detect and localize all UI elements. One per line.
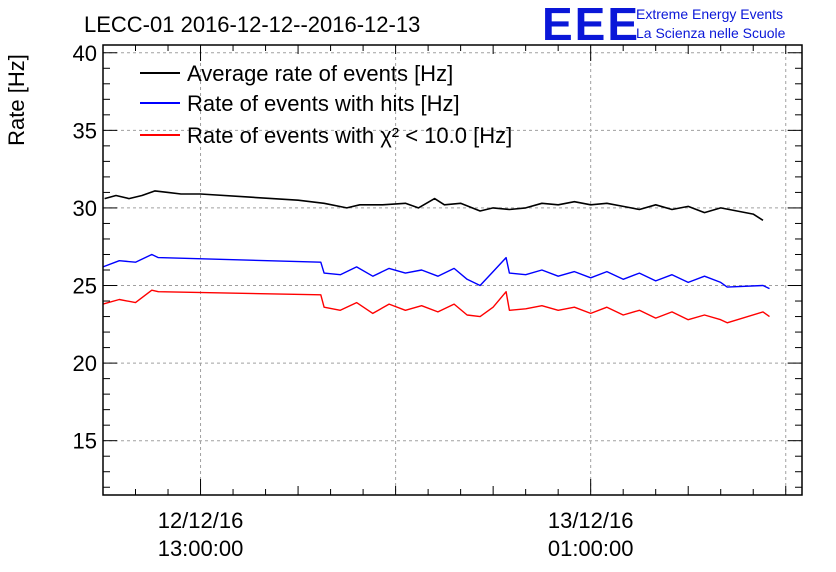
series-line-0 [104,190,764,221]
y-tick-label: 20 [73,351,97,376]
brand-line-2: La Scienza nelle Scuole [636,25,786,41]
x-tick-label-time: 13:00:00 [158,536,244,561]
legend-entry-chi2: Rate of events with χ² < 10.0 [Hz] [187,123,512,148]
series-line-1 [102,253,770,290]
tick-marks [102,45,802,495]
legend-entry-average: Average rate of events [Hz] [187,61,453,86]
y-axis-label: Rate [Hz] [4,54,29,146]
legend-entry-hits: Rate of events with hits [Hz] [187,91,460,116]
x-tick-label-time: 01:00:00 [548,536,634,561]
y-tick-label: 30 [73,196,97,221]
y-tick-label: 35 [73,118,97,143]
eee-logo: EEE Extreme Energy Events La Scienza nel… [542,0,786,50]
tick-labels: 15 20 25 30 35 40 12/12/16 13:00:00 13/12/16 01:0… [73,41,634,561]
series-layer [102,190,770,324]
chart-title: LECC-01 2016-12-12--2016-12-13 [84,12,420,37]
y-tick-label: 15 [73,429,97,454]
x-tick-label-date: 13/12/16 [548,508,634,533]
x-tick-label-date: 12/12/16 [158,508,244,533]
y-tick-label: 25 [73,274,97,299]
y-tick-label: 40 [73,41,97,66]
series-line-2 [102,289,770,324]
brand-line-1: Extreme Energy Events [636,6,783,22]
legend: Average rate of events [Hz] Rate of even… [140,61,512,148]
eee-logo-mark: EEE [542,0,640,50]
